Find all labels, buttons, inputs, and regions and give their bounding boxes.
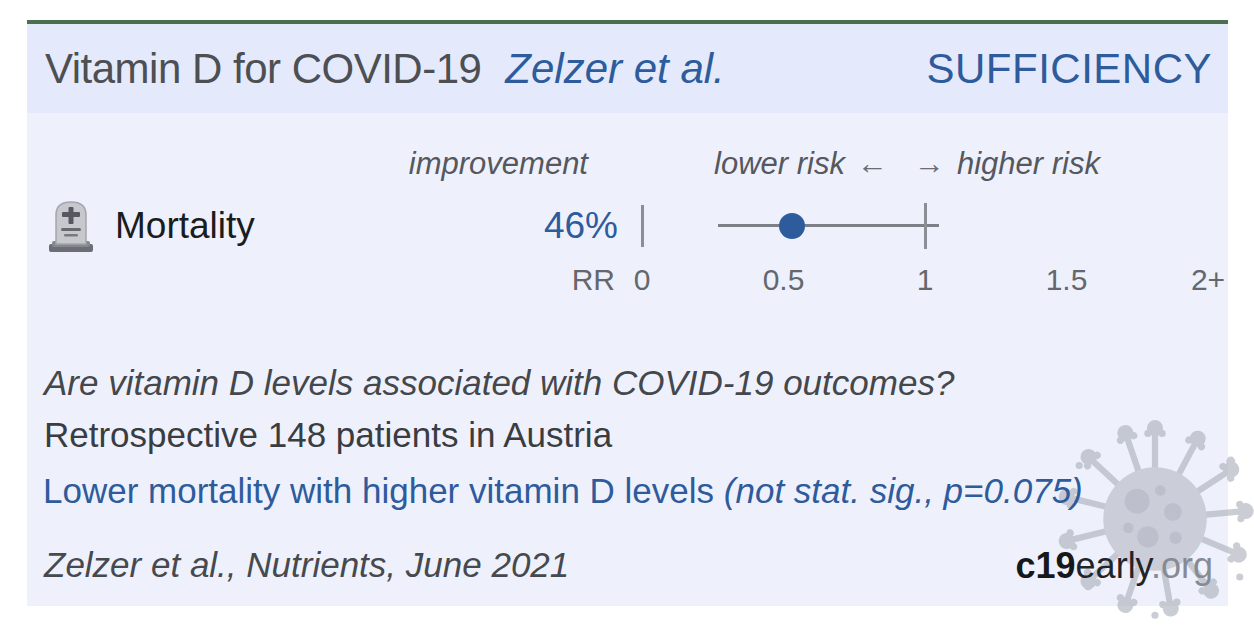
left-arrow-icon: ← bbox=[857, 146, 888, 182]
improvement-value: 46% bbox=[27, 205, 618, 247]
card-title: Vitamin D for COVID-19 bbox=[45, 45, 481, 93]
rr-axis: RR 0 0.5 1 1.5 2+ bbox=[27, 263, 1228, 299]
study-question: Are vitamin D levels associated with COV… bbox=[44, 363, 954, 403]
citation: Zelzer et al., Nutrients, June 2021 bbox=[44, 545, 569, 585]
study-design: Retrospective 148 patients in Austria bbox=[44, 415, 612, 455]
study-finding-link[interactable]: Lower mortality with higher vitamin D le… bbox=[43, 471, 1083, 511]
axis-tick-label: 1 bbox=[917, 263, 934, 297]
brand-suffix: .org bbox=[1151, 545, 1213, 586]
right-arrow-icon: → bbox=[914, 146, 945, 182]
axis-tick-label: 1.5 bbox=[1046, 263, 1088, 297]
axis-tick-label: 2+ bbox=[1191, 263, 1225, 297]
coronavirus-watermark-icon bbox=[1048, 412, 1254, 626]
study-result-figure: Vitamin D for COVID-19 Zelzer et al. SUF… bbox=[0, 0, 1254, 627]
risk-direction-header: lower risk ← → higher risk bbox=[677, 146, 1137, 182]
axis-tick-label: 0.5 bbox=[763, 263, 805, 297]
lower-risk-label: lower risk bbox=[714, 146, 845, 182]
significance-note: (not stat. sig., p=0.075) bbox=[724, 471, 1083, 510]
axis-zero-tick-line bbox=[641, 205, 644, 247]
card-header: Vitamin D for COVID-19 Zelzer et al. SUF… bbox=[27, 24, 1228, 113]
improvement-column-header: improvement bbox=[27, 146, 588, 182]
higher-risk-label: higher risk bbox=[957, 146, 1100, 182]
c19early-brand-link[interactable]: c19early.org bbox=[1016, 545, 1213, 587]
reference-line-rr1 bbox=[924, 203, 927, 249]
brand-bold: c19 bbox=[1016, 545, 1076, 586]
rr-axis-label: RR bbox=[27, 263, 615, 297]
ci-whisker bbox=[718, 224, 939, 227]
finding-text: Lower mortality with higher vitamin D le… bbox=[43, 471, 714, 510]
sufficiency-badge: SUFFICIENCY bbox=[926, 45, 1212, 93]
study-authors: Zelzer et al. bbox=[505, 45, 724, 93]
effect-estimate-dot bbox=[779, 213, 805, 239]
brand-regular: early bbox=[1076, 545, 1151, 586]
axis-tick-label: 0 bbox=[634, 263, 651, 297]
